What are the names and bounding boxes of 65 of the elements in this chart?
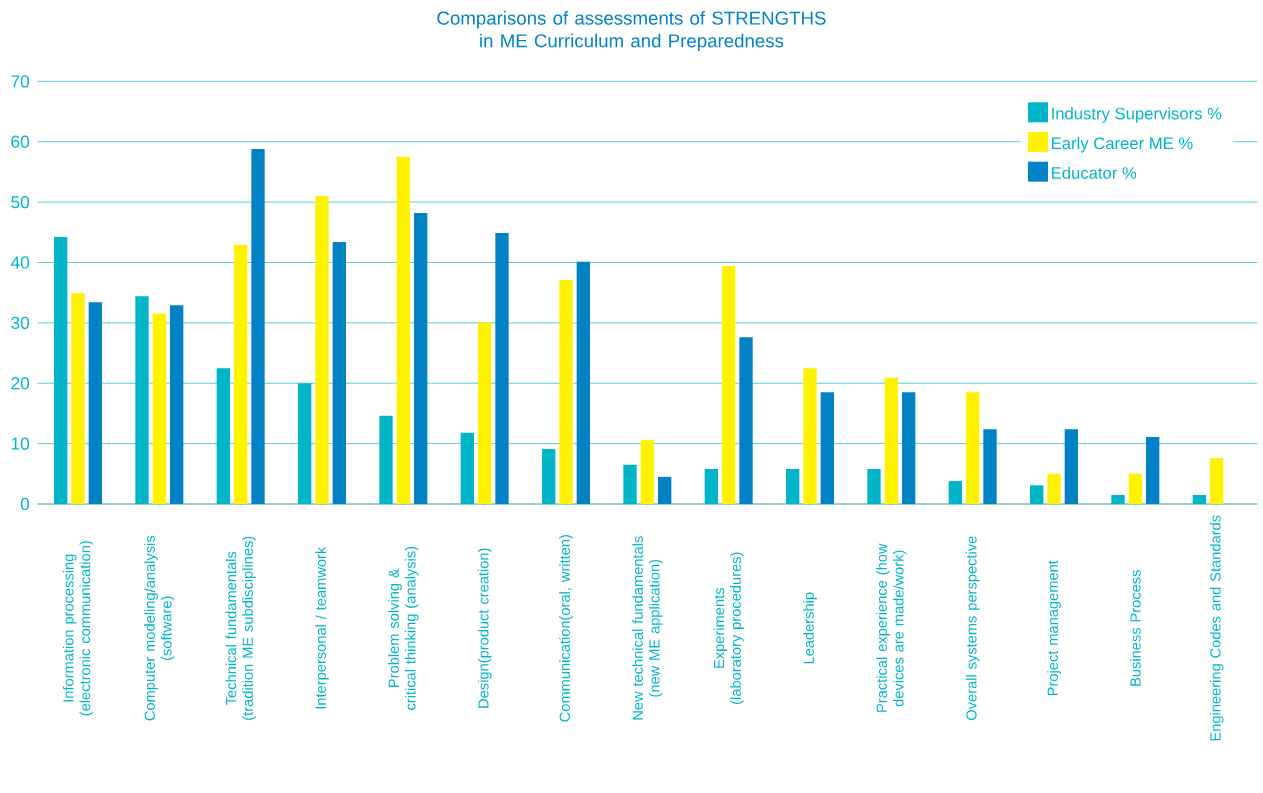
legend-label: Industry Supervisors % [1052, 107, 1222, 123]
bar [88, 302, 102, 504]
bar [1111, 494, 1125, 504]
y-tick-label: 30 [11, 316, 30, 329]
bar [1128, 473, 1143, 504]
x-tick-label: Communication(oral, written) [559, 535, 573, 722]
x-tick-label: Computer modeling/analysis (software) [144, 535, 175, 721]
y-tick-label: 60 [11, 135, 30, 148]
x-tick-label: Technical fundamentals (tradition ME subdisciplines) [225, 536, 256, 720]
bar [867, 468, 881, 504]
x-tick-label: Overall systems perspective [965, 536, 980, 721]
bar [1146, 436, 1160, 504]
x-tick-label: Experiments (laboratory procedures) [713, 552, 744, 704]
y-tick-label: 0 [20, 497, 30, 511]
y-tick-label: 40 [10, 256, 30, 269]
bar [576, 261, 591, 504]
bar [820, 392, 835, 504]
bar [478, 322, 492, 504]
bar [640, 440, 655, 504]
bar [251, 148, 265, 504]
x-tick-label: Practical experience (how devices are made/work) [876, 543, 907, 712]
bar [739, 337, 753, 504]
x-tick-label: Business Process [1129, 570, 1141, 686]
bar [1064, 429, 1079, 504]
bar [170, 305, 184, 504]
bar [902, 392, 916, 504]
bar [948, 481, 963, 504]
x-tick-label: Information processing (electronic communication) [62, 541, 94, 716]
bar [332, 241, 346, 504]
bar [1192, 494, 1207, 504]
bar [1030, 485, 1044, 504]
y-tick-label: 50 [11, 195, 30, 209]
x-tick-label: Design(product creation) [477, 548, 492, 708]
bar [71, 293, 85, 504]
bar [1210, 458, 1224, 504]
bar [722, 266, 736, 504]
y-tick-label: 10 [11, 437, 30, 450]
bar [542, 449, 556, 504]
bar [966, 392, 980, 504]
legend-label: Early Career ME % [1052, 136, 1193, 153]
bar [983, 429, 997, 504]
bar [559, 279, 573, 504]
bar [786, 468, 800, 504]
bar [658, 476, 672, 504]
x-tick-label: Project management [1047, 560, 1061, 696]
bar [414, 212, 428, 504]
bar [396, 156, 411, 504]
x-tick-label: Leadership [803, 592, 817, 664]
bar [704, 468, 719, 504]
x-tick-label: Problem solving & critical thinking (analysis) [388, 546, 419, 710]
x-tick-label: Engineering Codes and Standards [1209, 515, 1224, 741]
bar [152, 313, 166, 504]
x-tick-label: New technical fundamentals (new ME application) [632, 536, 663, 720]
bar [1047, 473, 1061, 504]
x-tick-label: Interpersonal / teamwork [315, 546, 329, 709]
bar [495, 232, 509, 504]
bar [803, 368, 817, 504]
bar [623, 464, 637, 504]
y-tick-label: 70 [11, 75, 30, 88]
y-tick-label: 20 [11, 377, 30, 390]
bar [234, 244, 248, 504]
legend-label: Educator % [1052, 166, 1137, 179]
chart-title: Comparisons of assessments of STRENGTHS in ME Curriculum and Preparedness [437, 11, 826, 52]
bar [315, 196, 329, 504]
bar [884, 377, 899, 504]
